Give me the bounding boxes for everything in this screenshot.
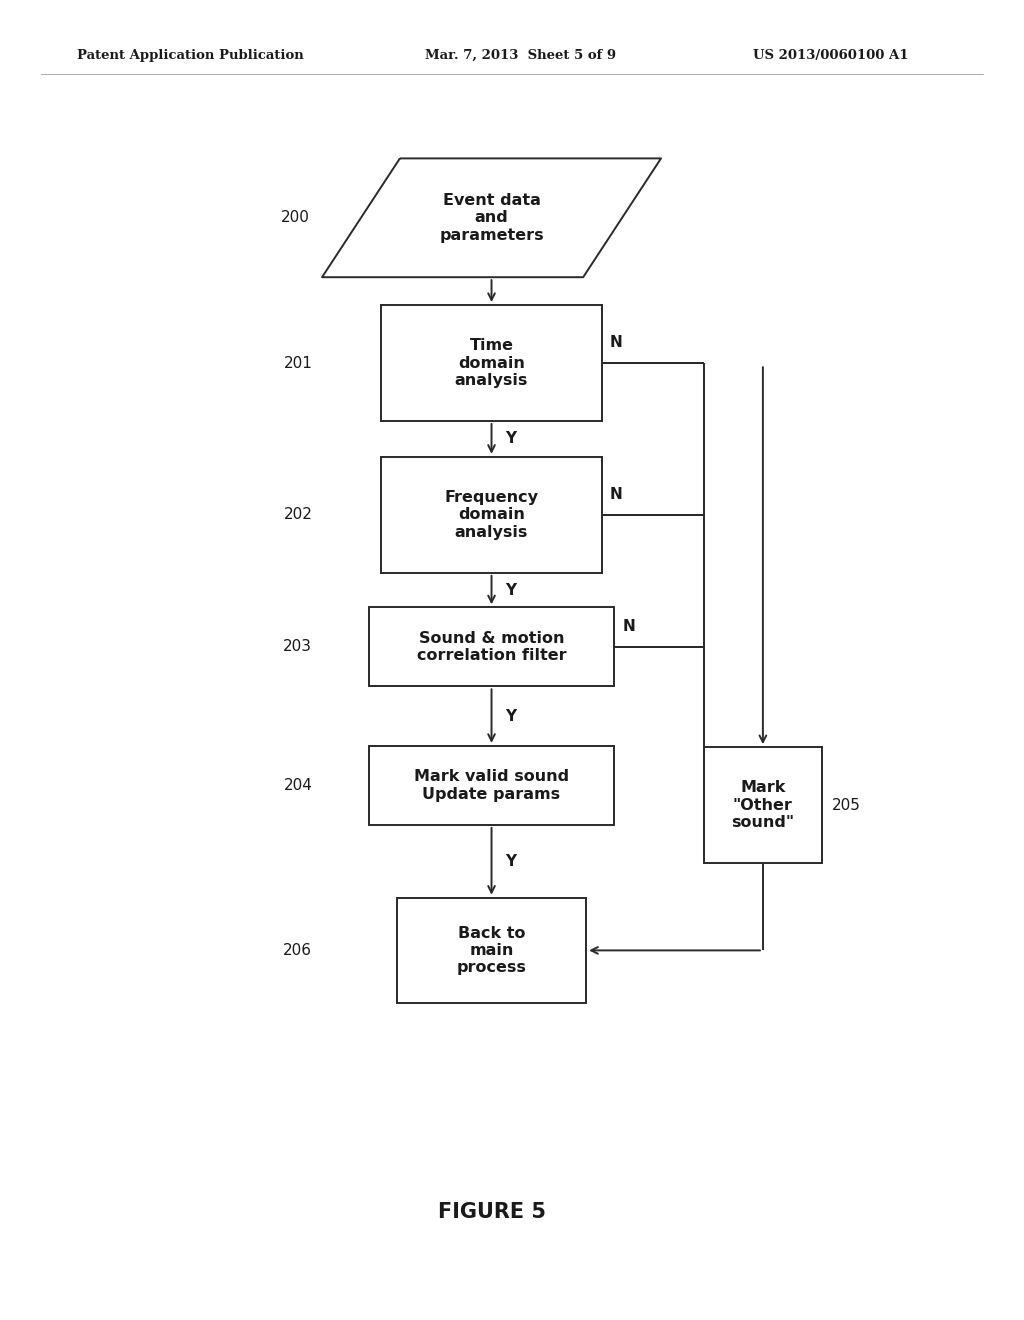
Bar xyxy=(396,898,586,1003)
Text: 200: 200 xyxy=(281,210,309,226)
Text: Sound & motion
correlation filter: Sound & motion correlation filter xyxy=(417,631,566,663)
Bar xyxy=(381,305,602,421)
Text: FIGURE 5: FIGURE 5 xyxy=(437,1201,546,1222)
Text: Y: Y xyxy=(505,854,516,869)
Text: 205: 205 xyxy=(831,797,861,813)
Text: Frequency
domain
analysis: Frequency domain analysis xyxy=(444,490,539,540)
Text: Patent Application Publication: Patent Application Publication xyxy=(77,49,303,62)
Bar xyxy=(705,747,821,863)
Text: Back to
main
process: Back to main process xyxy=(457,925,526,975)
Text: Y: Y xyxy=(505,582,516,598)
Bar xyxy=(369,746,614,825)
Bar xyxy=(369,607,614,686)
Text: 202: 202 xyxy=(284,507,312,523)
Text: Y: Y xyxy=(505,709,516,723)
Text: US 2013/0060100 A1: US 2013/0060100 A1 xyxy=(753,49,908,62)
Text: N: N xyxy=(610,487,623,502)
Text: N: N xyxy=(623,619,635,634)
Text: 203: 203 xyxy=(284,639,312,655)
Text: Y: Y xyxy=(505,432,516,446)
Text: Mark
"Other
sound": Mark "Other sound" xyxy=(731,780,795,830)
Text: Event data
and
parameters: Event data and parameters xyxy=(439,193,544,243)
Text: Time
domain
analysis: Time domain analysis xyxy=(455,338,528,388)
Text: N: N xyxy=(610,335,623,350)
Text: Mar. 7, 2013  Sheet 5 of 9: Mar. 7, 2013 Sheet 5 of 9 xyxy=(425,49,616,62)
Text: 206: 206 xyxy=(284,942,312,958)
Text: 201: 201 xyxy=(284,355,312,371)
Bar xyxy=(381,457,602,573)
Text: Mark valid sound
Update params: Mark valid sound Update params xyxy=(414,770,569,801)
Text: 204: 204 xyxy=(284,777,312,793)
